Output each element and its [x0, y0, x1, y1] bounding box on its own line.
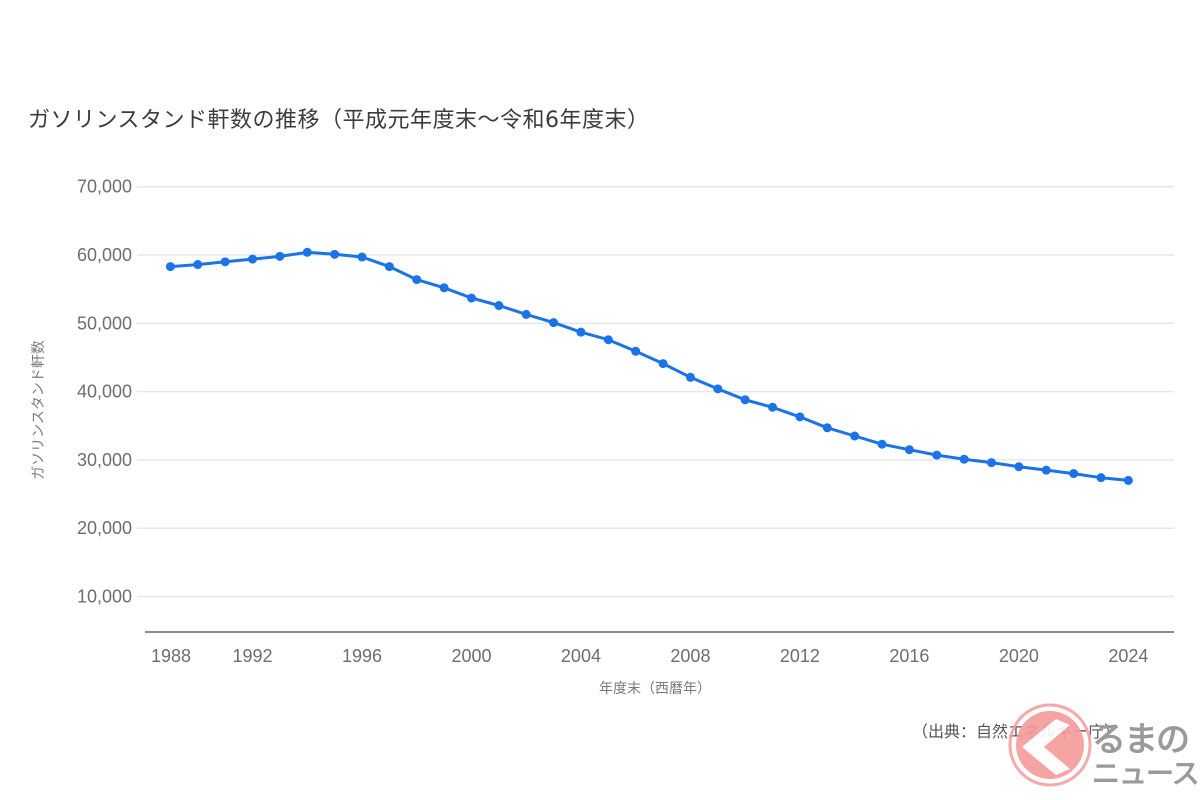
y-tick-label: 60,000 — [77, 245, 132, 265]
data-point — [740, 395, 750, 405]
data-point — [850, 431, 860, 441]
y-axis-label: ガソリンスタンド軒数 — [31, 340, 47, 480]
y-tick-label: 20,000 — [77, 518, 132, 538]
data-point — [549, 318, 559, 328]
data-point — [658, 359, 668, 369]
data-point — [357, 252, 367, 262]
data-point — [1069, 469, 1079, 479]
data-point — [904, 445, 914, 455]
data-point — [685, 372, 695, 382]
y-tick-label: 10,000 — [77, 587, 132, 607]
data-point — [959, 454, 969, 464]
gridlines — [137, 185, 1174, 598]
data-point — [439, 283, 449, 293]
data-point — [1014, 462, 1024, 472]
kuruma-news-logo-icon — [1008, 703, 1092, 787]
data-point — [932, 450, 942, 460]
data-point — [822, 423, 832, 433]
data-point — [768, 402, 778, 412]
x-tick-label: 2004 — [561, 646, 601, 666]
data-point — [713, 384, 723, 394]
x-tick-label: 2020 — [999, 646, 1039, 666]
chart-title: ガソリンスタンド軒数の推移（平成元年度末～令和6年度末） — [28, 108, 650, 133]
data-point — [384, 262, 394, 272]
x-tick-label: 1996 — [342, 646, 382, 666]
watermark-text-line1: るまの — [1092, 720, 1190, 760]
data-point — [193, 260, 203, 270]
x-tick-label: 2016 — [889, 646, 929, 666]
data-point — [795, 412, 805, 422]
x-tick-label: 1992 — [232, 646, 272, 666]
series-markers — [165, 247, 1133, 485]
x-tick-label: 2000 — [451, 646, 491, 666]
data-point — [165, 262, 175, 272]
series-line — [170, 250, 1129, 482]
x-tick-label: 2012 — [780, 646, 820, 666]
data-point — [248, 254, 258, 264]
x-axis-label: 年度末（西暦年） — [599, 681, 711, 697]
data-point — [302, 247, 312, 257]
x-axis-ticks: 1988 1992 1996 2000 2004 2008 2012 2016 2020 2024 — [151, 646, 1148, 666]
data-point — [877, 439, 887, 449]
data-point — [987, 458, 997, 468]
watermark-text-line2: ニュース — [1092, 757, 1200, 790]
data-point — [1123, 475, 1133, 485]
data-point — [576, 327, 586, 337]
data-point — [631, 346, 641, 356]
data-point — [1096, 473, 1106, 483]
y-tick-label: 40,000 — [77, 382, 132, 402]
x-tick-label: 2008 — [670, 646, 710, 666]
data-point — [1041, 465, 1051, 475]
data-point — [521, 309, 531, 319]
x-tick-label: 2024 — [1108, 646, 1148, 666]
y-axis-ticks: 10,000 20,000 30,000 40,000 50,000 60,000 70,0… — [77, 177, 132, 607]
x-tick-label: 1988 — [151, 646, 191, 666]
data-point — [220, 257, 230, 267]
data-point — [412, 275, 422, 285]
data-point — [494, 301, 504, 311]
data-point — [275, 251, 285, 261]
data-point — [330, 249, 340, 259]
y-tick-label: 70,000 — [77, 177, 132, 197]
data-point — [603, 335, 613, 345]
y-tick-label: 50,000 — [77, 313, 132, 333]
data-point — [466, 293, 476, 303]
y-tick-label: 30,000 — [77, 450, 132, 470]
